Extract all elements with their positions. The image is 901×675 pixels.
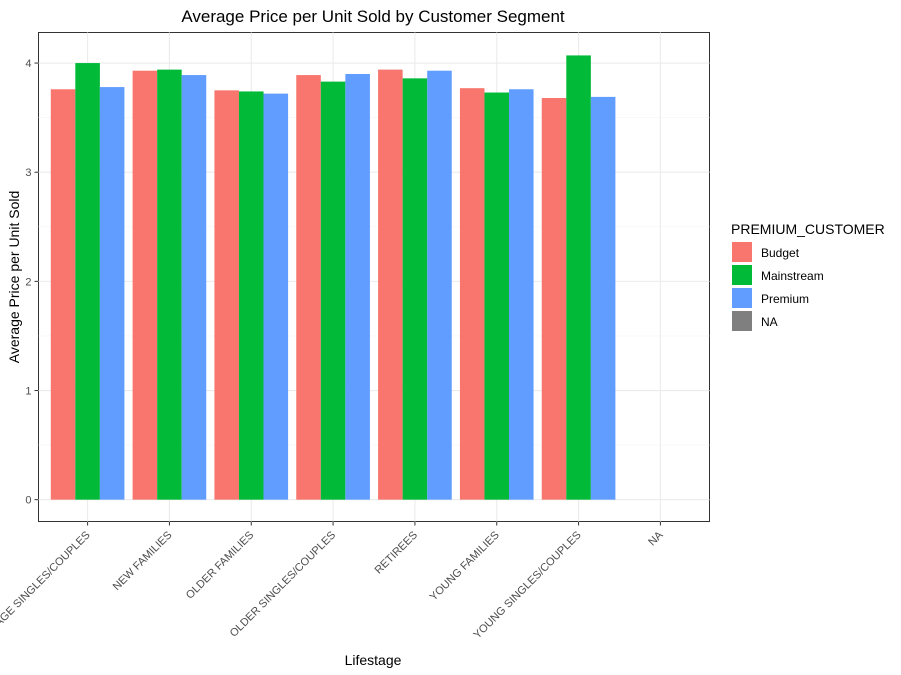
bar-mainstream — [566, 55, 591, 500]
y-tick-label: 2 — [25, 276, 31, 288]
x-tick-label: YOUNG FAMILIES — [428, 529, 502, 603]
y-tick-label: 0 — [25, 495, 31, 507]
legend-label: NA — [761, 315, 778, 329]
x-tick-label: NA — [646, 529, 666, 549]
x-axis-title: Lifestage — [345, 652, 402, 668]
bar-budget — [296, 75, 321, 500]
bar-budget — [132, 70, 158, 500]
bar-mainstream — [238, 91, 264, 500]
bar-premium — [590, 96, 616, 500]
bar-premium — [345, 73, 370, 500]
chart-title: Average Price per Unit Sold by Customer … — [181, 7, 565, 26]
bar-budget — [378, 69, 403, 500]
legend-title: PREMIUM_CUSTOMER — [731, 221, 885, 237]
bar-mainstream — [75, 63, 100, 500]
bar-mainstream — [157, 69, 182, 500]
legend-label: Mainstream — [761, 269, 824, 283]
bar-premium — [263, 93, 289, 500]
legend-key-premium — [732, 288, 752, 308]
bar-mainstream — [320, 81, 346, 500]
x-axis-ticks: MIDAGE SINGLES/COUPLES NEW FAMILIES OLDER … — [0, 521, 666, 644]
bar-budget — [50, 89, 76, 500]
bar-budget — [214, 90, 239, 500]
y-tick-label: 4 — [25, 58, 31, 70]
bar-premium — [99, 87, 125, 500]
x-tick-label: RETIREES — [373, 529, 420, 576]
legend-label: Budget — [761, 246, 800, 260]
x-tick-label: NEW FAMILIES — [111, 529, 175, 593]
bar-mainstream — [402, 78, 428, 500]
bars — [50, 55, 616, 500]
y-tick-label: 1 — [25, 386, 31, 398]
y-axis-title: Average Price per Unit Sold — [6, 191, 22, 364]
legend-key-na — [732, 311, 752, 331]
bar-budget — [541, 97, 567, 500]
y-tick-label: 3 — [25, 167, 31, 179]
legend-label: Premium — [761, 292, 809, 306]
bar-mainstream — [484, 92, 510, 500]
bar-premium — [509, 89, 534, 500]
legend: PREMIUM_CUSTOMER Budget Mainstream Premium… — [731, 221, 885, 331]
x-tick-label: OLDER FAMILIES — [184, 529, 256, 601]
x-tick-label: MIDAGE SINGLES/COUPLES — [0, 529, 93, 643]
y-axis-ticks: 0 1 2 3 4 — [25, 58, 39, 507]
legend-key-mainstream — [732, 265, 752, 285]
bar-budget — [459, 88, 485, 500]
bar-premium — [427, 70, 452, 500]
bar-premium — [181, 75, 207, 500]
legend-key-budget — [732, 242, 752, 262]
